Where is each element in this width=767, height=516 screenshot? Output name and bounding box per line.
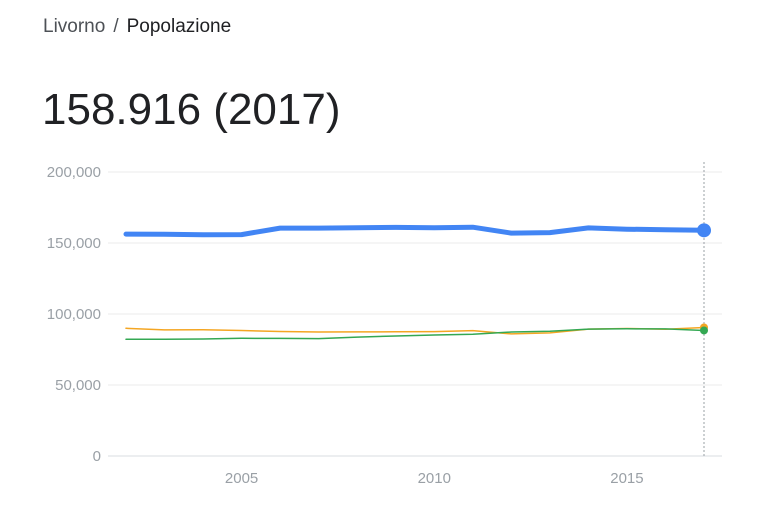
population-chart[interactable]: 0 50,000 100,000 150,000 200,000 2005 2010 2015 [0, 150, 767, 516]
y-tick-label: 150,000 [47, 235, 101, 252]
series-line-2 [125, 328, 705, 341]
x-tick-label: 2005 [225, 470, 258, 487]
y-tick-label: 200,000 [47, 164, 101, 181]
breadcrumb-separator: / [113, 16, 119, 37]
population-year: (2017) [213, 85, 341, 134]
y-tick-label: 0 [93, 448, 101, 465]
population-value: 158.916 [42, 85, 202, 134]
y-tick-label: 100,000 [47, 306, 101, 323]
series-end-point-0 [697, 223, 711, 238]
series-end-point-2 [700, 326, 708, 335]
breadcrumb-parent[interactable]: Livorno [43, 16, 106, 37]
series-line-0 [123, 224, 707, 238]
breadcrumb-current: Popolazione [126, 16, 232, 37]
x-tick-label: 2015 [610, 470, 643, 487]
breadcrumb: Livorno / Popolazione [43, 14, 231, 40]
population-headline: 158.916 (2017) [42, 82, 340, 138]
x-tick-label: 2010 [418, 470, 451, 487]
y-tick-label: 50,000 [55, 377, 101, 394]
